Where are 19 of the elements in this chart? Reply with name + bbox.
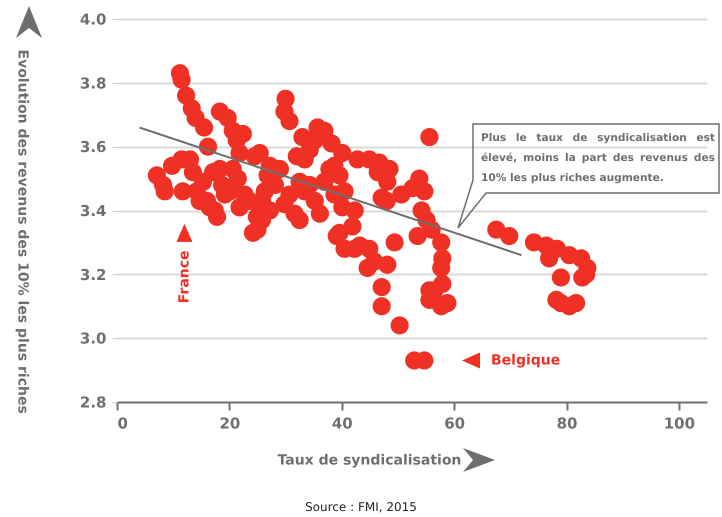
y-tick-label: 3.4 <box>80 202 106 220</box>
y-axis-title: Evolution des revenus des 10% les plus riches <box>14 50 30 414</box>
annotation: Belgique <box>491 352 560 369</box>
y-tick-label: 3.8 <box>80 74 106 92</box>
y-tick-label: 3.0 <box>80 330 106 348</box>
x-tick-label: 20 <box>219 414 240 432</box>
x-tick-label: 100 <box>664 414 696 432</box>
source-note: Source : FMI, 2015 <box>304 500 418 514</box>
y-tick-label: 4.0 <box>80 10 106 28</box>
annotation: Plus le taux de syndicalisation est élevé, moins la part des revenus des 10% les plus riches augmente. <box>481 131 715 186</box>
x-tick-label: 0 <box>118 414 128 432</box>
y-tick-label: 3.6 <box>80 138 106 156</box>
y-tick-label: 3.2 <box>80 266 106 284</box>
annotation: France <box>176 250 192 304</box>
y-tick-label: 2.8 <box>80 394 106 412</box>
x-tick-label: 40 <box>332 414 353 432</box>
x-tick-label: 80 <box>556 414 578 432</box>
x-axis-title: Taux de syndicalisation <box>278 452 462 468</box>
x-tick-label: 60 <box>444 414 466 432</box>
